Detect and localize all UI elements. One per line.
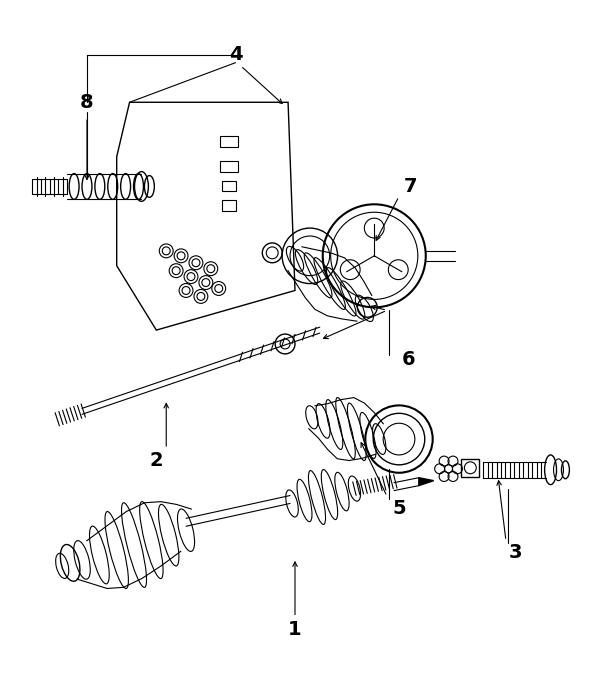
Text: 3: 3 <box>509 544 523 563</box>
Text: 8: 8 <box>80 93 94 112</box>
Text: 1: 1 <box>288 619 302 639</box>
Polygon shape <box>419 477 434 486</box>
Text: 7: 7 <box>404 177 418 196</box>
Text: 6: 6 <box>402 350 416 370</box>
Text: 2: 2 <box>149 451 163 471</box>
Text: 4: 4 <box>229 45 242 64</box>
Text: 5: 5 <box>392 499 406 518</box>
